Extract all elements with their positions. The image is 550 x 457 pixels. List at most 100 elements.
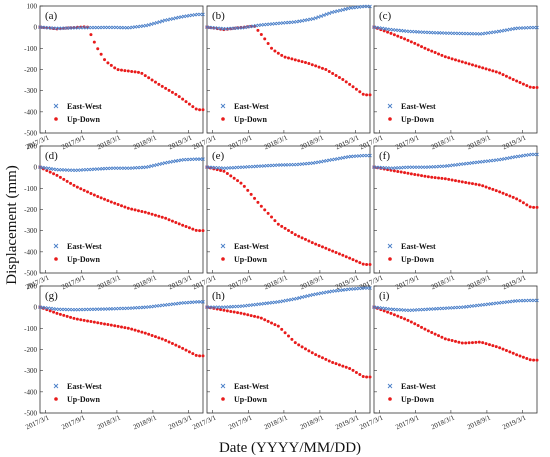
- east-west-point: [338, 8, 342, 13]
- up-down-point: [337, 76, 341, 80]
- up-down-point: [528, 85, 532, 89]
- east-west-point: [97, 307, 102, 311]
- up-down-point: [450, 339, 454, 343]
- up-down-point: [344, 365, 348, 369]
- up-down-point: [191, 105, 195, 109]
- x-tick-label: 2019/3/1: [334, 133, 360, 151]
- legend-label-east-west: East-West: [401, 102, 436, 111]
- east-west-point: [89, 307, 94, 312]
- east-west-point: [133, 25, 137, 29]
- up-down-point: [133, 70, 137, 74]
- up-down-point: [399, 36, 403, 40]
- east-west-point: [464, 31, 469, 36]
- up-down-point: [160, 84, 164, 88]
- east-west-point: [332, 289, 337, 293]
- up-down-point: [283, 55, 287, 59]
- east-west-point: [81, 25, 86, 30]
- east-west-point: [243, 25, 247, 30]
- east-west-point: [201, 300, 205, 304]
- east-west-point: [383, 306, 387, 311]
- up-down-point: [433, 51, 437, 55]
- east-west-point: [103, 307, 108, 311]
- east-west-point: [516, 154, 520, 159]
- up-down-point: [75, 185, 79, 189]
- up-down-point: [532, 85, 536, 89]
- east-west-point: [171, 159, 175, 164]
- east-west-point: [297, 296, 302, 300]
- east-west-point: [59, 307, 64, 312]
- legend-marker-east-west: [220, 103, 226, 109]
- up-down-point: [334, 74, 338, 78]
- up-down-point: [287, 334, 290, 338]
- east-west-point: [122, 25, 127, 30]
- east-west-point: [57, 307, 61, 312]
- up-down-point: [399, 316, 403, 320]
- x-tick-label: 2018/3/1: [430, 133, 456, 151]
- east-west-point: [459, 162, 463, 167]
- up-down-point: [481, 341, 485, 345]
- east-west-point: [475, 303, 480, 308]
- up-down-point: [222, 308, 226, 312]
- east-west-point: [343, 287, 348, 292]
- east-west-point: [168, 302, 173, 307]
- x-tick-label: 2018/9/1: [466, 133, 492, 151]
- up-down-point: [487, 68, 491, 72]
- up-down-point: [423, 46, 427, 50]
- up-down-point: [300, 236, 304, 240]
- east-west-point: [308, 293, 313, 298]
- east-west-point: [374, 305, 379, 310]
- east-west-point: [467, 31, 471, 36]
- east-west-point: [407, 165, 412, 169]
- east-west-point: [240, 304, 245, 308]
- east-west-point: [78, 25, 83, 30]
- east-west-point: [335, 288, 340, 293]
- up-down-point: [386, 310, 390, 314]
- east-west-point: [281, 299, 285, 303]
- up-down-point: [99, 52, 103, 56]
- east-west-point: [187, 13, 192, 18]
- up-down-point: [92, 193, 96, 197]
- east-west-point: [450, 163, 455, 168]
- up-down-point: [307, 62, 311, 66]
- east-west-point: [46, 306, 50, 310]
- x-tick-label: 2017/3/1: [358, 413, 384, 431]
- up-down-point: [116, 68, 120, 72]
- legend: East-West Up-Down: [53, 242, 102, 264]
- east-west-point: [445, 31, 450, 35]
- east-west-point: [469, 31, 474, 36]
- up-down-point: [239, 181, 243, 185]
- x-tick-label: 2017/9/1: [227, 413, 253, 431]
- east-west-point: [157, 162, 162, 167]
- up-down-point: [187, 102, 191, 106]
- up-down-point: [120, 68, 123, 72]
- up-down-point: [470, 341, 474, 345]
- up-down-point: [399, 170, 403, 174]
- up-down-point: [460, 341, 464, 345]
- east-west-point: [198, 300, 203, 304]
- up-down-point: [167, 88, 171, 92]
- up-down-point: [276, 324, 280, 328]
- panel-label: (h): [212, 290, 225, 302]
- up-down-point: [487, 186, 491, 190]
- east-west-point: [300, 295, 304, 300]
- east-west-point: [461, 162, 466, 166]
- up-down-point: [423, 174, 427, 178]
- up-down-point: [55, 173, 59, 177]
- x-tick-label: 2018/9/1: [299, 133, 325, 151]
- east-west-point: [532, 298, 537, 303]
- east-west-point: [510, 155, 515, 160]
- up-down-point: [153, 335, 157, 339]
- east-west-point: [160, 161, 165, 166]
- panel-label: (b): [212, 10, 225, 22]
- east-west-point: [475, 160, 480, 165]
- up-down-point: [464, 341, 468, 345]
- east-west-point: [245, 303, 250, 308]
- up-down-point: [290, 231, 294, 235]
- east-west-point: [171, 302, 175, 306]
- up-down-point: [501, 73, 505, 77]
- x-tick-label: 2019/3/1: [167, 273, 193, 291]
- east-west-point: [302, 18, 307, 23]
- east-west-point: [418, 165, 423, 169]
- up-down-point: [470, 63, 474, 67]
